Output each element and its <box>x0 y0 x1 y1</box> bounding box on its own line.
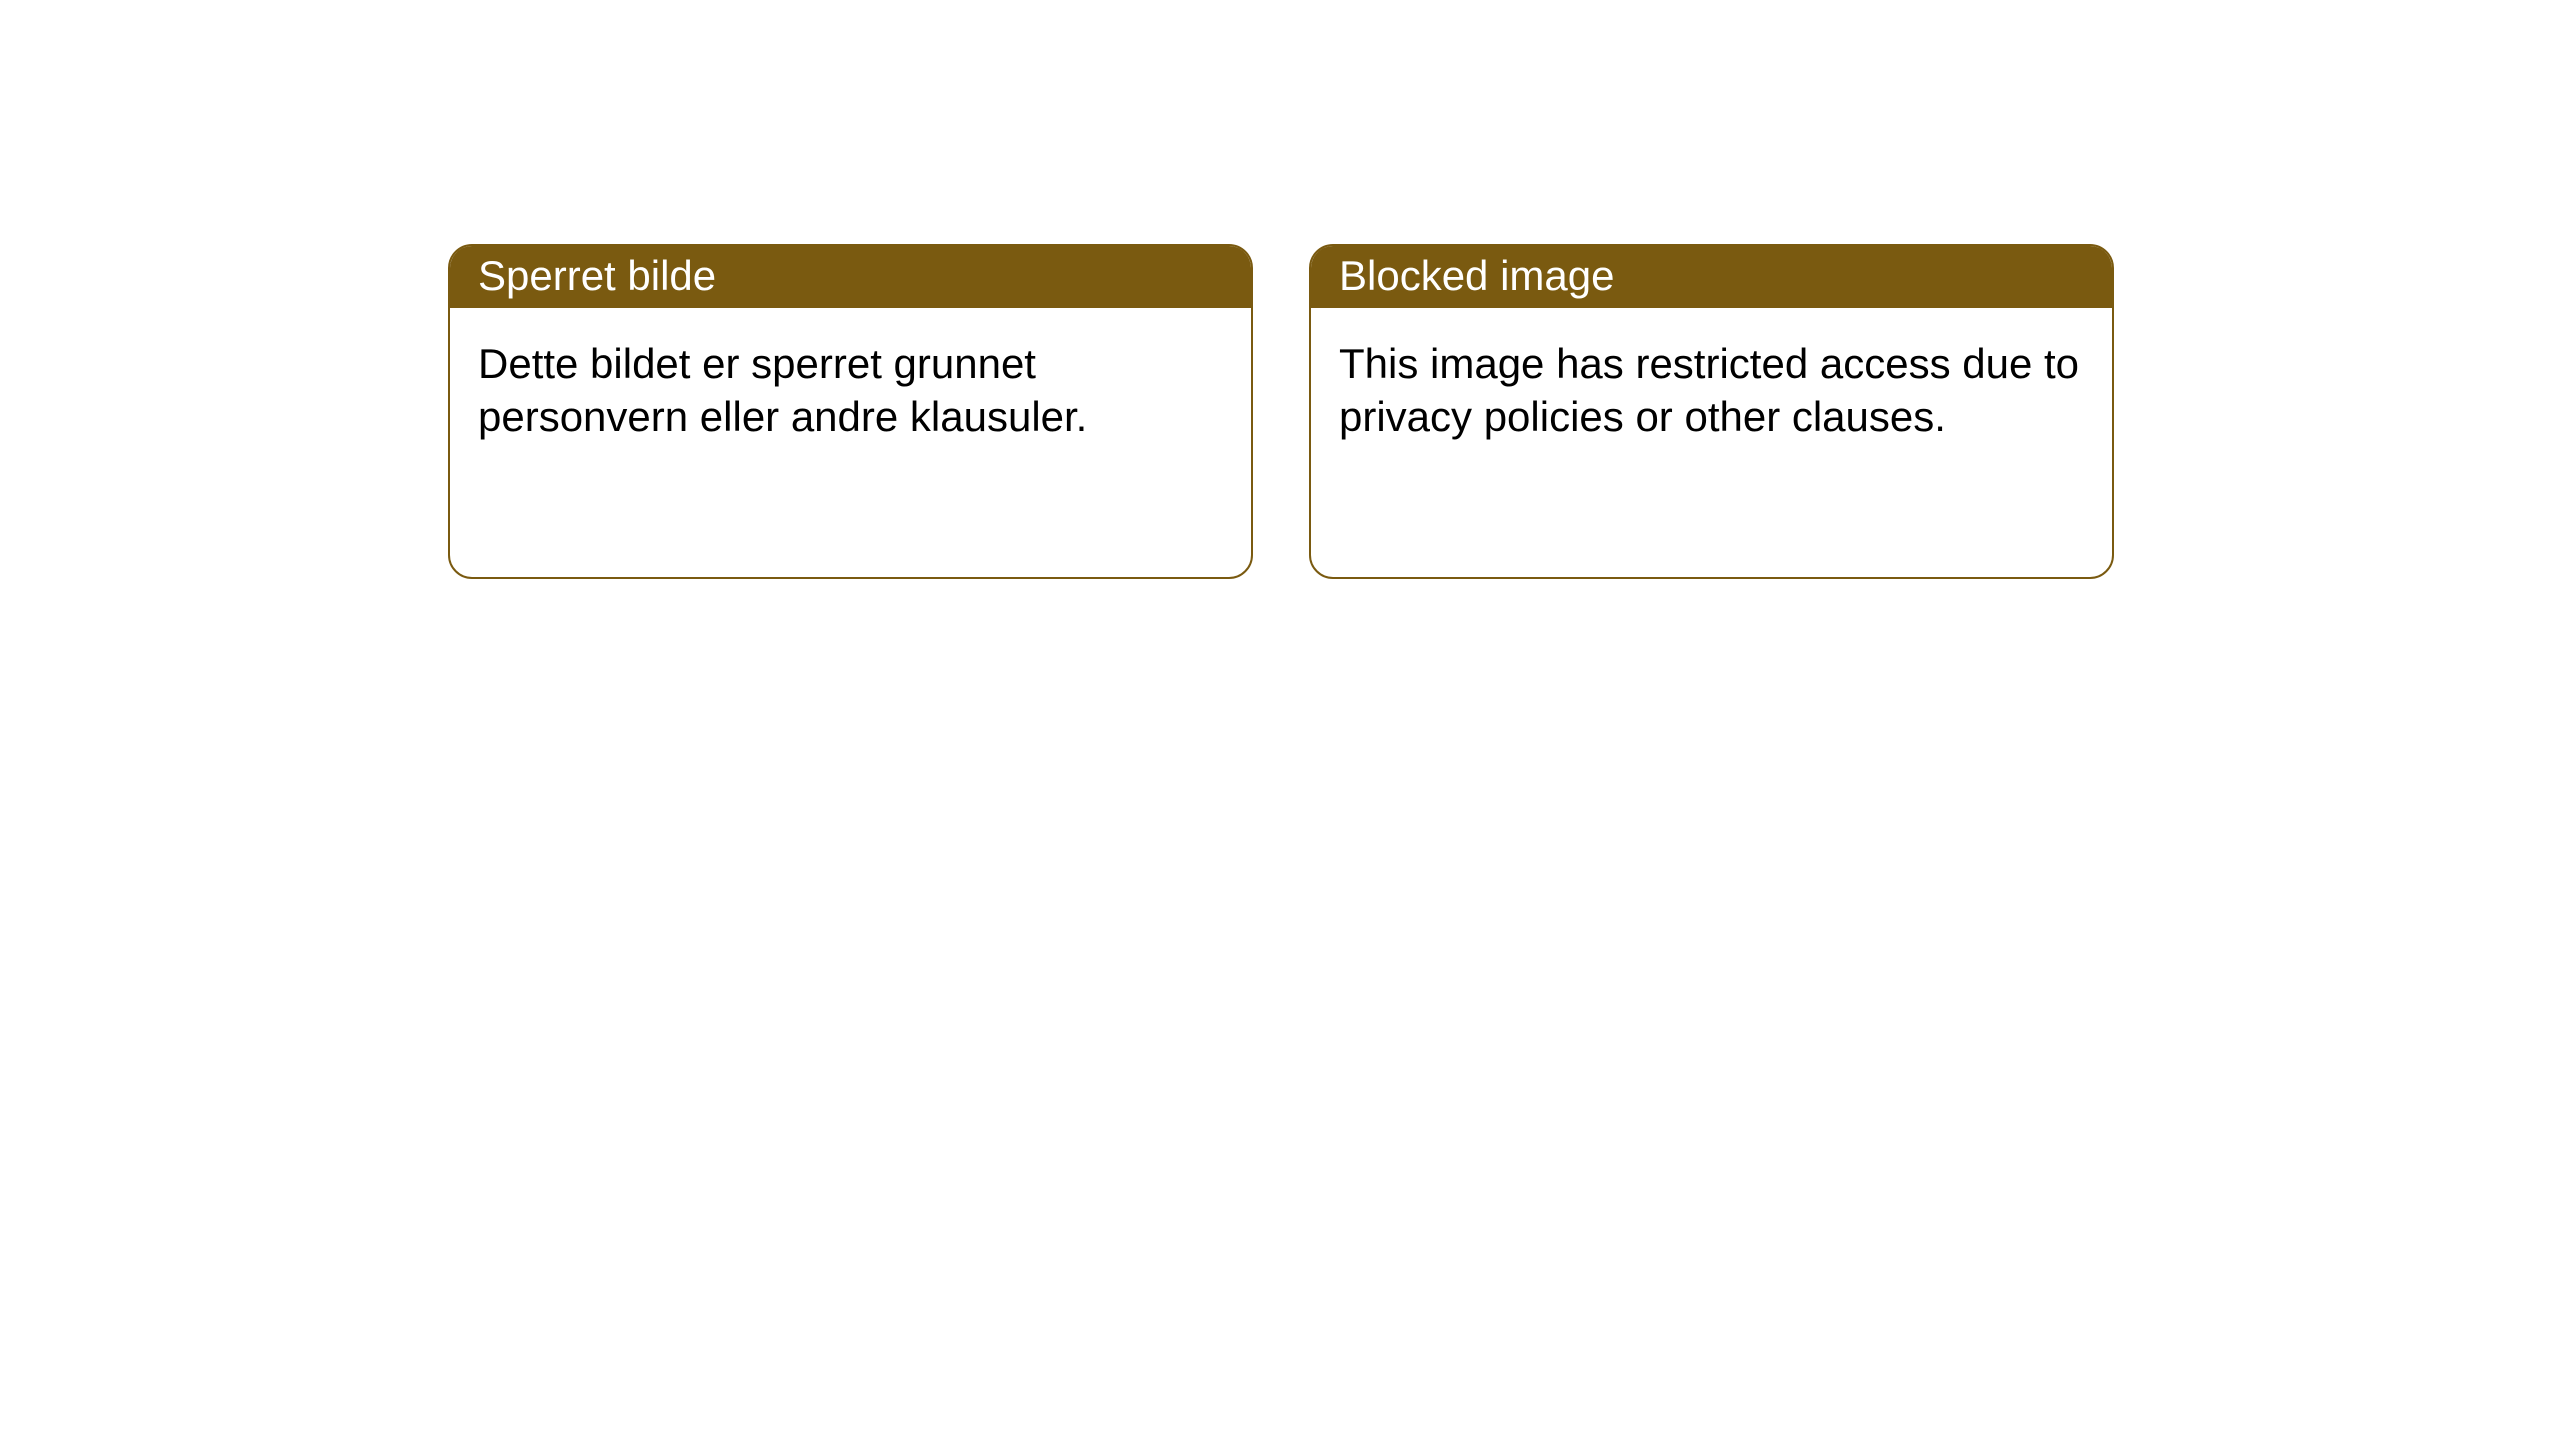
card-header: Blocked image <box>1311 246 2112 308</box>
notice-cards-container: Sperret bilde Dette bildet er sperret gr… <box>448 244 2114 579</box>
notice-card-norwegian: Sperret bilde Dette bildet er sperret gr… <box>448 244 1253 579</box>
card-title: Blocked image <box>1339 252 1614 299</box>
card-title: Sperret bilde <box>478 252 716 299</box>
card-body: Dette bildet er sperret grunnet personve… <box>450 308 1251 473</box>
card-message: Dette bildet er sperret grunnet personve… <box>478 340 1087 440</box>
card-header: Sperret bilde <box>450 246 1251 308</box>
card-message: This image has restricted access due to … <box>1339 340 2079 440</box>
card-body: This image has restricted access due to … <box>1311 308 2112 473</box>
notice-card-english: Blocked image This image has restricted … <box>1309 244 2114 579</box>
